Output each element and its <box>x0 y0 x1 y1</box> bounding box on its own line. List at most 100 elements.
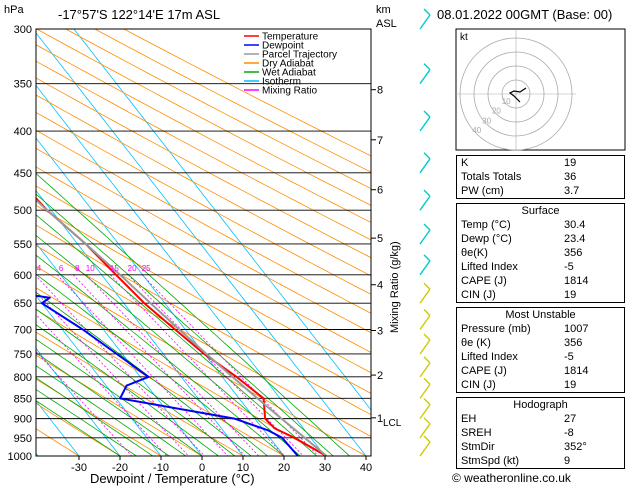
row-label: Pressure (mb) <box>461 323 531 335</box>
dry-adiabat-line <box>36 111 371 295</box>
row-value: -5 <box>564 351 574 363</box>
mixing-ratio-line <box>36 313 168 456</box>
index-row-pw: PW (cm) 3.7 <box>457 184 625 199</box>
hodo-row: EH 27 <box>457 412 625 426</box>
pressure-tick-label: 900 <box>14 414 32 426</box>
row-label: StmDir <box>461 441 495 453</box>
mixing-ratio-line <box>141 274 319 456</box>
surface-row: CIN (J) 19 <box>457 288 625 303</box>
indices-panel: K 19 Totals Totals 36 PW (cm) 3.7 Surface T… <box>456 155 625 469</box>
isotherm-line <box>36 84 326 456</box>
row-label: CIN (J) <box>461 379 496 391</box>
mixing-ratio-line <box>36 350 133 456</box>
altitude-tick-label: 4 <box>377 280 383 292</box>
legend-entry: Temperature <box>262 32 319 43</box>
wind-barb <box>419 383 431 399</box>
x-axis-label: Dewpoint / Temperature (°C) <box>90 471 255 486</box>
pressure-tick-label: 300 <box>14 24 32 36</box>
wind-barb-flag <box>423 223 431 231</box>
wet-adiabat-line <box>36 365 170 456</box>
row-value: 1007 <box>564 323 589 335</box>
row-value: 30.4 <box>564 219 586 231</box>
mixing-ratio-label: 4 <box>37 264 42 273</box>
row-value: -8 <box>564 427 574 439</box>
wind-barb <box>419 260 431 276</box>
temperature-axis: -30 -20 -10 0 10 20 30 40 <box>71 456 372 474</box>
wind-barb <box>419 423 431 439</box>
row-label: EH <box>461 413 477 425</box>
wind-barb <box>419 362 431 378</box>
surface-table: Surface Temp (°C) 30.4 Dewp (°C) 23.4 θe(K… <box>456 203 625 303</box>
wet-adiabat-line <box>36 291 252 456</box>
wet-adiabat-line <box>36 389 137 456</box>
wind-barb-flag <box>423 309 431 316</box>
index-value: 36 <box>564 171 577 183</box>
surface-row: θe(K) 356 <box>457 246 625 260</box>
pressure-axis: 300 350 400 450 500 550 600 650 700 750 800 850 900 9… <box>8 24 32 463</box>
dry-adiabat-line <box>36 94 371 277</box>
row-label: CIN (J) <box>461 289 496 301</box>
hodograph-trace <box>508 87 527 103</box>
mu-row: Pressure (mb) 1007 <box>457 322 625 336</box>
asl-label: ASL <box>376 18 397 30</box>
plot-frame <box>35 28 372 457</box>
wind-barb <box>419 315 431 330</box>
dry-adiabat-line <box>65 29 371 190</box>
temperature-tick-label: 40 <box>360 462 372 474</box>
altitude-tick-label: 7 <box>377 135 383 147</box>
hodograph-ring-label: 10 <box>502 97 511 106</box>
altitude-tick-label: 3 <box>377 326 383 338</box>
dry-adiabat-line <box>36 77 371 259</box>
row-label: Lifted Index <box>461 351 518 363</box>
mixing-ratio-label: 15 <box>110 264 119 273</box>
row-value: -5 <box>564 261 574 273</box>
mixing-ratio-labels: 4 6 8 10 15 20 25 <box>37 264 151 273</box>
pressure-tick-label: 800 <box>14 372 32 384</box>
dry-adiabat-line <box>36 29 371 206</box>
surface-row: CAPE (J) 1814 <box>457 274 625 288</box>
altitude-tick-label: 2 <box>377 370 383 382</box>
wind-barb <box>419 441 431 457</box>
row-label: Dewp (°C) <box>461 233 512 245</box>
location-title: -17°57'S 122°14'E 17m ASL <box>58 7 220 22</box>
hodograph-frame <box>455 28 626 151</box>
wind-barb-flag <box>423 417 431 425</box>
copyright: © weatheronline.co.uk <box>452 471 572 485</box>
index-value: 3.7 <box>564 185 580 197</box>
pressure-tick-label: 650 <box>14 298 32 310</box>
wind-barb-flag <box>423 333 431 341</box>
wind-barb <box>419 339 431 355</box>
row-label: SREH <box>461 427 492 439</box>
row-label: Lifted Index <box>461 261 518 273</box>
wind-barb <box>419 288 431 304</box>
temperature-tick-label: 0 <box>199 462 205 474</box>
most-unstable-title: Most Unstable <box>505 309 576 321</box>
mu-row: CAPE (J) 1814 <box>457 364 625 378</box>
pressure-tick-label: 700 <box>14 325 32 337</box>
pressure-tick-label: 600 <box>14 270 32 282</box>
temperature-tick-label: -20 <box>112 462 128 474</box>
wind-barb-flag <box>423 63 431 71</box>
temperature-tick-label: 20 <box>278 462 290 474</box>
row-label: Temp (°C) <box>461 219 511 231</box>
dry-adiabat-line <box>94 29 371 173</box>
wind-barb <box>419 116 431 132</box>
dry-adiabat-line <box>36 309 285 456</box>
altitude-axis: 1 2 3 4 5 6 7 8 <box>371 85 383 425</box>
wind-barb <box>419 158 431 174</box>
altitude-tick-label: 5 <box>377 233 383 245</box>
pressure-tick-label: 550 <box>14 239 32 251</box>
index-label: Totals Totals <box>461 171 522 183</box>
hodograph-unit: kt <box>460 32 468 43</box>
index-value: 19 <box>564 157 577 169</box>
parcel-trajectory-series <box>36 198 328 456</box>
altitude-tick-label: 8 <box>377 85 383 97</box>
temperature-tick-label: 10 <box>237 462 249 474</box>
mixing-ratio-label: 8 <box>75 264 80 273</box>
lcl-label: LCL <box>383 418 402 429</box>
wind-barb <box>419 229 431 245</box>
wind-barbs <box>419 8 431 457</box>
row-label: θe (K) <box>461 337 491 349</box>
